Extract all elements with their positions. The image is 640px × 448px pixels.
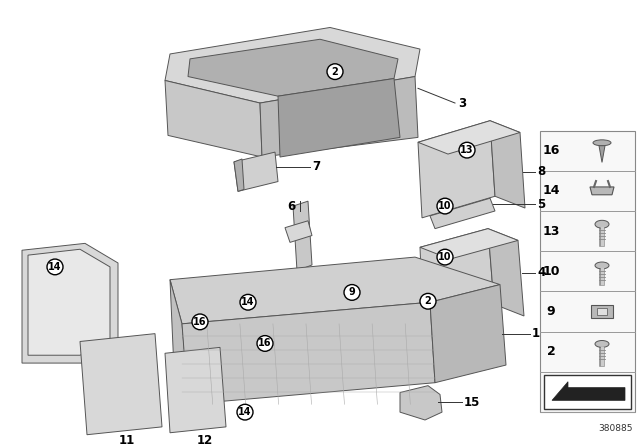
Text: 16: 16 — [542, 144, 560, 157]
Text: 14: 14 — [48, 262, 61, 272]
Polygon shape — [590, 187, 614, 195]
Text: 14: 14 — [238, 407, 252, 417]
Polygon shape — [490, 121, 525, 208]
Text: 9: 9 — [349, 288, 355, 297]
Circle shape — [47, 259, 63, 275]
Polygon shape — [278, 78, 400, 157]
Polygon shape — [80, 334, 162, 435]
Text: 9: 9 — [547, 305, 556, 318]
Polygon shape — [182, 302, 435, 404]
Text: 16: 16 — [193, 317, 207, 327]
Polygon shape — [293, 201, 312, 271]
Polygon shape — [170, 280, 188, 392]
Circle shape — [192, 314, 208, 330]
Polygon shape — [400, 386, 442, 420]
Polygon shape — [165, 347, 226, 433]
Polygon shape — [234, 152, 278, 191]
Bar — [597, 308, 607, 315]
Circle shape — [327, 64, 343, 79]
Polygon shape — [418, 121, 495, 218]
Ellipse shape — [595, 340, 609, 347]
Text: 2: 2 — [424, 296, 431, 306]
Text: 13: 13 — [460, 145, 474, 155]
Circle shape — [344, 284, 360, 300]
Text: 12: 12 — [197, 434, 213, 447]
Text: 4: 4 — [537, 266, 545, 279]
Bar — [540, 130, 635, 412]
Text: 3: 3 — [458, 96, 466, 109]
Circle shape — [420, 293, 436, 309]
Polygon shape — [430, 284, 506, 383]
Polygon shape — [418, 121, 520, 154]
Polygon shape — [552, 382, 625, 401]
Polygon shape — [420, 228, 518, 259]
Text: 14: 14 — [241, 297, 255, 307]
Bar — [591, 305, 613, 319]
Circle shape — [237, 404, 253, 420]
Polygon shape — [188, 39, 398, 96]
Polygon shape — [420, 228, 494, 322]
Text: 13: 13 — [542, 224, 560, 237]
Text: 2: 2 — [332, 67, 339, 77]
Text: 7: 7 — [312, 160, 320, 173]
Polygon shape — [170, 257, 500, 324]
Text: 6: 6 — [287, 199, 295, 212]
Text: 10: 10 — [438, 252, 452, 262]
Circle shape — [437, 198, 453, 214]
Polygon shape — [28, 249, 110, 355]
Polygon shape — [260, 77, 418, 157]
Text: 10: 10 — [438, 201, 452, 211]
Polygon shape — [22, 243, 118, 363]
Polygon shape — [165, 27, 420, 103]
Bar — [544, 375, 631, 409]
Polygon shape — [234, 159, 244, 191]
Text: 5: 5 — [537, 198, 545, 211]
Polygon shape — [488, 228, 524, 316]
Ellipse shape — [593, 140, 611, 146]
Ellipse shape — [595, 220, 609, 228]
Text: 11: 11 — [119, 434, 135, 447]
Polygon shape — [599, 146, 605, 163]
Text: 15: 15 — [464, 396, 481, 409]
Text: 14: 14 — [542, 185, 560, 198]
Circle shape — [459, 142, 475, 158]
Text: 16: 16 — [259, 338, 272, 349]
Circle shape — [240, 294, 256, 310]
Text: 1: 1 — [532, 327, 540, 340]
Polygon shape — [165, 81, 262, 157]
Polygon shape — [430, 198, 495, 228]
Polygon shape — [285, 221, 312, 242]
Text: 10: 10 — [542, 265, 560, 278]
Text: 2: 2 — [547, 345, 556, 358]
Circle shape — [437, 249, 453, 265]
Text: 380885: 380885 — [598, 424, 633, 433]
Ellipse shape — [595, 262, 609, 269]
Circle shape — [257, 336, 273, 351]
Text: 8: 8 — [537, 165, 545, 178]
